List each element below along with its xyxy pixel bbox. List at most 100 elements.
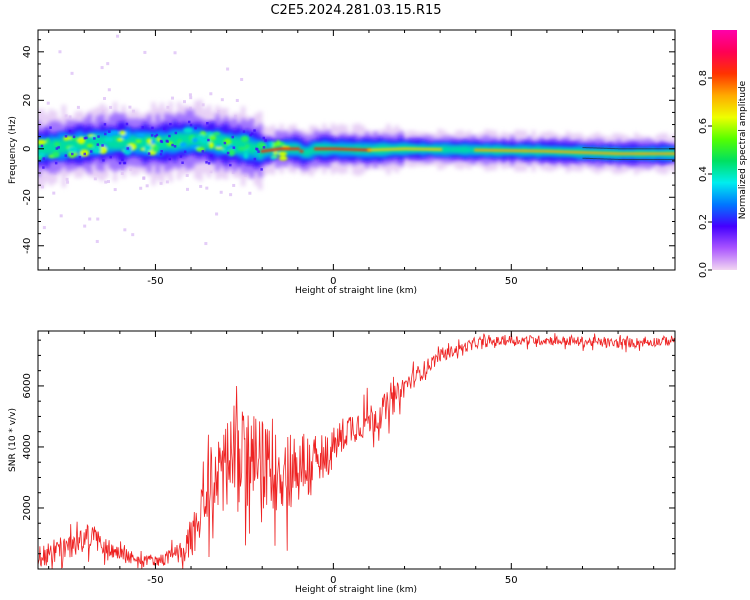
spectrogram-cell <box>155 137 161 151</box>
spectrogram-hot-cell <box>282 147 286 151</box>
spectrogram-faint-point <box>248 191 252 195</box>
spectrogram-speck <box>57 146 60 149</box>
spectrogram-speck <box>262 136 266 140</box>
spectrogram-faint-point <box>220 98 224 102</box>
colorbar-tick-label: 0.0 <box>698 262 709 278</box>
spectrogram-edge <box>618 148 622 150</box>
spectrogram-hot-cell <box>645 152 649 155</box>
spectrogram-faint-point <box>70 71 74 75</box>
spectrogram-edge <box>589 147 594 149</box>
spectrogram-hot-cell <box>513 149 517 152</box>
spectrogram-y-tick-label: -20 <box>22 189 33 205</box>
spectrogram-blob <box>240 135 250 143</box>
spectrogram-cell <box>61 138 67 154</box>
spectrogram-hot-cell <box>392 147 396 151</box>
spectrogram-x-tick-label: 50 <box>505 276 518 287</box>
snr-x-tick-label: 50 <box>505 575 518 586</box>
spectrogram-speck <box>40 144 44 148</box>
spectrogram-hot-cell <box>349 148 354 151</box>
snr-y-axis: 2000 4000 6000 <box>22 339 675 555</box>
spectrogram-hot-cell <box>395 147 400 151</box>
spectrogram-hot-cell <box>427 148 432 151</box>
spectrogram-speck <box>257 150 260 153</box>
spectrogram-hot-cell <box>634 152 638 155</box>
spectrogram-edge <box>607 147 611 149</box>
spectrogram-hot-cell <box>623 152 628 155</box>
spectrogram-hot-cell <box>641 152 645 155</box>
spectrogram-speck <box>229 163 232 167</box>
spectrogram-hot-cell <box>584 151 589 154</box>
spectrogram-blob <box>152 144 159 153</box>
spectrogram-faint-point <box>145 184 149 188</box>
spectrogram-hot-cell <box>420 147 425 151</box>
spectrogram-faint-point <box>83 224 87 228</box>
spectrogram-blob <box>109 130 120 135</box>
spectrogram-edge <box>642 158 647 160</box>
spectrogram-faint-point <box>96 217 100 221</box>
spectrogram-hot-cell <box>381 148 386 151</box>
spectrogram-edge <box>642 148 647 150</box>
snr-panel: -50 0 50 2000 4000 6000 Height of straight l… <box>8 330 676 595</box>
spectrogram-speck <box>122 161 126 165</box>
spectrogram-cell <box>164 135 169 150</box>
spectrogram-cell <box>91 135 97 151</box>
spectrogram-edge <box>621 158 626 160</box>
spectrogram-edge <box>607 158 611 160</box>
spectrogram-speck <box>179 155 183 158</box>
spectrogram-cell <box>454 146 459 154</box>
spectrogram-cell <box>441 145 447 154</box>
spectrogram-cell <box>309 146 314 155</box>
spectrogram-hot-cell <box>435 148 439 151</box>
spectrogram-edge <box>639 158 644 160</box>
spectrogram-hot-cell <box>271 148 275 152</box>
spectrogram-speck <box>226 151 230 155</box>
spectrogram-hot-cell <box>627 152 631 155</box>
spectrogram-speck <box>96 143 100 146</box>
spectrogram-edge <box>653 148 658 150</box>
spectrogram-hot-cell <box>524 149 528 153</box>
spectrogram-faint-point <box>59 214 63 218</box>
spectrogram-cell <box>215 135 220 150</box>
spectrogram-speck <box>147 152 151 155</box>
snr-plot-area <box>38 331 675 569</box>
spectrogram-faint-point <box>226 67 230 71</box>
spectrogram-edge <box>675 159 679 160</box>
colorbar-bar <box>712 30 737 270</box>
spectrogram-blob <box>53 142 61 147</box>
spectrogram-x-tick-label: -50 <box>147 276 163 287</box>
spectrogram-speck <box>242 130 246 133</box>
spectrogram-hot-cell <box>385 148 389 151</box>
spectrogram-faint-point <box>131 233 135 237</box>
spectrogram-faint-point <box>229 193 233 197</box>
snr-series-line <box>38 332 675 569</box>
spectrogram-blobs <box>38 127 291 161</box>
spectrogram-speck <box>121 158 124 162</box>
spectrogram-speck <box>85 136 88 140</box>
spectrogram-cell <box>53 138 58 156</box>
spectrogram-speck <box>253 129 256 132</box>
spectrogram-faint-point <box>232 183 236 187</box>
spectrogram-blob <box>45 137 50 144</box>
spectrogram-y-tick-label: 20 <box>22 94 33 107</box>
spectrogram-speck <box>150 134 154 137</box>
spectrogram-faint-point <box>106 62 110 66</box>
spectrogram-hot-cell <box>531 149 535 153</box>
spectrogram-speck <box>166 140 169 143</box>
spectrogram-hot-cell <box>289 147 293 151</box>
spectrogram-hot-cell <box>285 147 290 151</box>
spectrogram-hot-cell <box>274 148 279 151</box>
spectrogram-hot-cell <box>637 152 642 155</box>
spectrogram-faint-point <box>173 51 177 55</box>
spectrogram-edge <box>596 158 601 160</box>
spectrogram-blob <box>51 151 60 158</box>
spectrogram-edge <box>589 158 594 159</box>
spectrogram-hot-cell <box>406 147 411 151</box>
spectrogram-hot-ridge <box>260 147 304 153</box>
spectrogram-edge <box>667 158 672 160</box>
spectrogram-edge <box>657 148 661 150</box>
spectrogram-hot-cell <box>506 149 510 152</box>
spectrogram-hot-cell <box>566 150 571 154</box>
spectrogram-blob <box>269 141 274 148</box>
spectrogram-cell <box>95 134 101 152</box>
spectrogram-blob <box>183 127 193 134</box>
